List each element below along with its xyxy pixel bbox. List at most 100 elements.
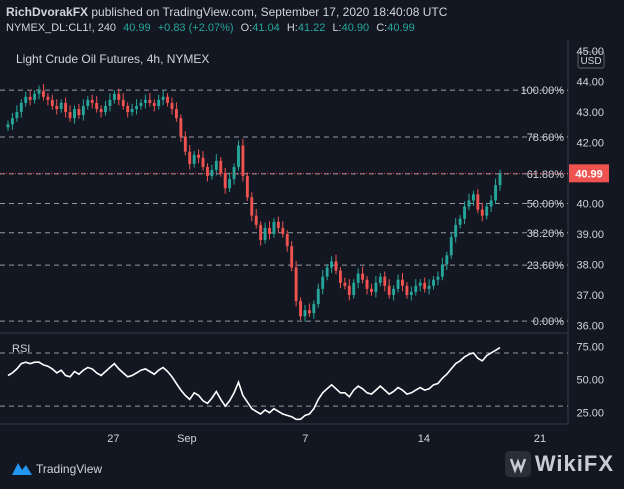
candle-body: [28, 96, 32, 100]
candle-body: [68, 112, 72, 119]
candle-body: [370, 288, 373, 292]
candle-body: [387, 285, 391, 295]
candle-body: [37, 90, 41, 94]
candle-body: [170, 102, 174, 110]
fib-level-label: 38.20%: [527, 228, 565, 240]
candle-body: [206, 166, 209, 177]
candle-body: [33, 93, 37, 100]
candle-body: [77, 109, 81, 116]
candle-body: [139, 102, 143, 106]
tradingview-brand[interactable]: TradingView: [12, 462, 102, 476]
price-tick-label: 40.00: [576, 199, 604, 211]
candle-body: [64, 102, 68, 113]
candle-body: [494, 185, 498, 201]
time-tick-label: Sep: [177, 433, 197, 445]
candle-body: [467, 200, 471, 207]
candle-body: [245, 176, 249, 198]
candle-body: [95, 102, 99, 110]
candle-body: [104, 105, 107, 113]
author-name[interactable]: RichDvorakFX: [6, 5, 89, 19]
rsi-tick-label: 25.00: [576, 408, 604, 420]
candle-body: [294, 267, 298, 302]
candle-body: [174, 109, 178, 119]
candle-body: [55, 105, 59, 110]
candle-body: [276, 221, 280, 228]
symbol-label[interactable]: NYMEX_DL:CL1!, 240: [6, 22, 117, 34]
candle-body: [330, 261, 334, 268]
last-price-tag: [569, 164, 609, 183]
open-label: O:: [240, 22, 253, 34]
tradingview-label: TradingView: [36, 462, 103, 476]
chart-title: Light Crude Oil Futures, 4h, NYMEX: [16, 52, 209, 66]
candle-body: [303, 310, 307, 317]
candle-body: [130, 109, 134, 113]
candle-body: [19, 102, 23, 113]
rsi-tick-label: 75.00: [576, 341, 604, 353]
candle-body: [480, 209, 484, 216]
candle-body: [436, 276, 440, 280]
candle-body: [42, 90, 45, 97]
candle-body: [361, 273, 365, 280]
candle-body: [365, 279, 369, 289]
price-tick-label: 44.00: [576, 77, 604, 89]
candle-body: [73, 109, 76, 119]
open-value: 41.04: [252, 22, 280, 34]
candle-body: [272, 221, 276, 234]
candle-body: [179, 118, 183, 137]
price-tick-label: 36.00: [576, 320, 604, 332]
candle-body: [418, 282, 422, 286]
candle-body: [250, 197, 254, 216]
candle-body: [321, 276, 325, 289]
candle-body: [463, 206, 466, 219]
wikifx-watermark: WikiFX: [504, 451, 614, 477]
currency-badge: [577, 51, 605, 69]
candle-body: [197, 154, 201, 158]
candle-body: [117, 93, 121, 100]
high-value: 41.22: [297, 22, 326, 34]
candle-body: [290, 246, 294, 268]
last-price: 40.99: [123, 22, 151, 34]
candle-body: [10, 118, 14, 125]
candle-body: [374, 282, 378, 292]
candle-body: [259, 224, 263, 241]
candle-body: [471, 194, 475, 201]
candle-body: [347, 285, 351, 295]
candle-body: [46, 96, 50, 100]
candle-body: [228, 179, 232, 189]
candle-body: [135, 105, 138, 110]
symbol-info-bar: NYMEX_DL:CL1!, 240 40.99 +0.83 (+2.07%) …: [6, 22, 415, 34]
candle-body: [485, 206, 489, 216]
candle-body: [401, 279, 404, 286]
candle-body: [427, 285, 431, 289]
candle-body: [86, 99, 90, 106]
close-value: 40.99: [387, 22, 415, 34]
fib-level-label: 61.80%: [527, 169, 565, 181]
tradingview-logo-icon: [12, 463, 32, 475]
candle-body: [498, 173, 502, 186]
candle-body: [334, 261, 338, 271]
candle-body: [307, 310, 311, 314]
time-tick-label: 7: [302, 433, 308, 445]
candle-body: [237, 145, 240, 167]
close-label: C:: [376, 22, 388, 34]
fib-level-label: 50.00%: [527, 199, 565, 211]
candle-body: [126, 105, 130, 113]
price-tick-label: 42.00: [576, 138, 604, 150]
time-tick-label: 14: [418, 433, 430, 445]
candle-body: [166, 96, 170, 103]
candle-body: [383, 276, 387, 286]
candle-body: [192, 154, 196, 164]
candle-body: [143, 99, 147, 103]
price-tick-label: 43.00: [576, 107, 604, 119]
published-text: published on TradingView.com, September …: [91, 5, 448, 19]
currency-label: USD: [580, 56, 601, 67]
high-label: H:: [286, 22, 298, 34]
candle-body: [409, 291, 413, 295]
price-tick-label: 39.00: [576, 229, 604, 241]
fib-level-label: 23.60%: [527, 260, 565, 272]
candle-body: [50, 99, 54, 106]
candle-body: [440, 264, 444, 277]
candle-body: [254, 215, 258, 225]
candle-body: [454, 224, 458, 238]
